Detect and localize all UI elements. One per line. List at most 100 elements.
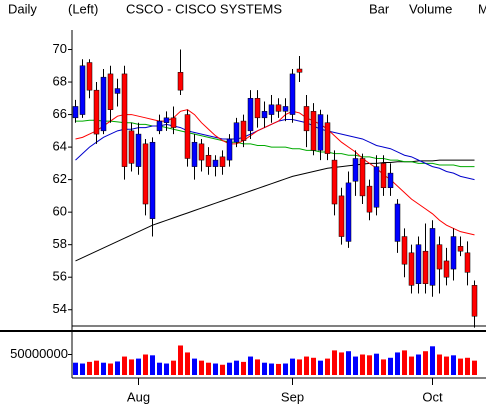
candle-body [261, 111, 268, 119]
volume-bar [346, 351, 351, 375]
candle-body [331, 159, 338, 205]
volume-bar [465, 357, 470, 375]
candle-body [471, 285, 478, 317]
volume-bar [409, 356, 414, 375]
candle-body [401, 236, 408, 265]
candle-body [436, 244, 443, 270]
candle-body [100, 76, 107, 132]
volume-bar [178, 345, 183, 375]
x-tick-label: Sep [281, 389, 304, 404]
candle-body [184, 114, 191, 159]
y-tick-label: 58 [53, 236, 67, 251]
candle-body [429, 228, 436, 286]
candle-body [233, 122, 240, 143]
volume-bar [136, 358, 141, 375]
volume-bar [458, 358, 463, 375]
volume-bar [304, 356, 309, 375]
y-tick-label: 54 [53, 301, 67, 316]
candle-body [149, 141, 156, 219]
candle-body [121, 73, 128, 167]
candle-body [373, 166, 380, 208]
volume-bar [157, 362, 162, 375]
volume-bar [73, 362, 78, 375]
candle-body [254, 98, 261, 119]
candle-body [387, 172, 394, 189]
candle-body [72, 106, 79, 119]
volume-bar [122, 356, 127, 375]
volume-bar [430, 346, 435, 375]
candle-body [128, 130, 135, 164]
candle-body [317, 114, 324, 151]
candle-body [394, 203, 401, 242]
candle-body [198, 143, 205, 161]
volume-bar [402, 350, 407, 375]
volume-bar [367, 355, 372, 375]
axis-side-label: (Left) [68, 1, 98, 16]
volume-bar [248, 356, 253, 375]
candle-body [380, 163, 387, 189]
y-tick-label: 56 [53, 269, 67, 284]
candle-body [93, 89, 100, 135]
candle-body [366, 185, 373, 213]
y-tick-label: 68 [53, 73, 67, 88]
moving-average [75, 118, 475, 181]
y-tick-label: 60 [53, 204, 67, 219]
volume-bar [276, 363, 281, 375]
volume-bar [101, 362, 106, 375]
chart-title: CSCO - CISCO SYSTEMS [126, 1, 282, 16]
volume-bar [143, 354, 148, 375]
x-tick-label: Aug [127, 389, 150, 404]
volume-bar [388, 357, 393, 375]
volume-bar [262, 362, 267, 375]
x-tick-label: Oct [422, 389, 443, 404]
volume-bar [451, 355, 456, 375]
volume-bar [206, 362, 211, 375]
candle-body [114, 88, 121, 94]
candle-body [170, 117, 177, 128]
volume-bar [416, 354, 421, 375]
candle-body [324, 122, 331, 154]
volume-bar [199, 360, 204, 375]
volume-bar [94, 360, 99, 375]
volume-bar [290, 358, 295, 375]
volume-bar [220, 364, 225, 375]
style-label: Bar [369, 1, 390, 16]
y-tick-label: 62 [53, 171, 67, 186]
volume-bar [80, 363, 85, 375]
candle-body [289, 73, 296, 115]
volume-bar [269, 363, 274, 375]
candle-body [219, 156, 226, 167]
volume-bar [234, 360, 239, 375]
volume-bar [472, 360, 477, 375]
candle-body [240, 120, 247, 141]
candle-body [191, 141, 198, 167]
volume-bar [227, 362, 232, 375]
y-tick-label: 66 [53, 106, 67, 121]
moving-average [75, 109, 475, 236]
candle-body [415, 244, 422, 284]
moving-average [75, 119, 475, 168]
volume-bar [423, 351, 428, 375]
volume-bar [87, 361, 92, 375]
candle-body [310, 111, 317, 151]
volume-bar [213, 363, 218, 375]
volume-bar [444, 356, 449, 375]
candle-body [450, 236, 457, 270]
volume-bar [339, 352, 344, 375]
candle-body [79, 65, 86, 115]
volume-bar [150, 355, 155, 375]
candle-body [177, 72, 184, 91]
volume-bar [318, 360, 323, 375]
period-label: Daily [8, 1, 37, 16]
y-tick-label: 70 [53, 41, 67, 56]
candle-body [422, 250, 429, 284]
volume-bar [185, 352, 190, 375]
volume-bar [332, 350, 337, 375]
candle-body [296, 68, 303, 73]
volume-bar [311, 357, 316, 375]
candle-body [443, 260, 450, 278]
candle-body [205, 154, 212, 167]
candle-body [107, 73, 114, 110]
volume-bar [381, 359, 386, 375]
